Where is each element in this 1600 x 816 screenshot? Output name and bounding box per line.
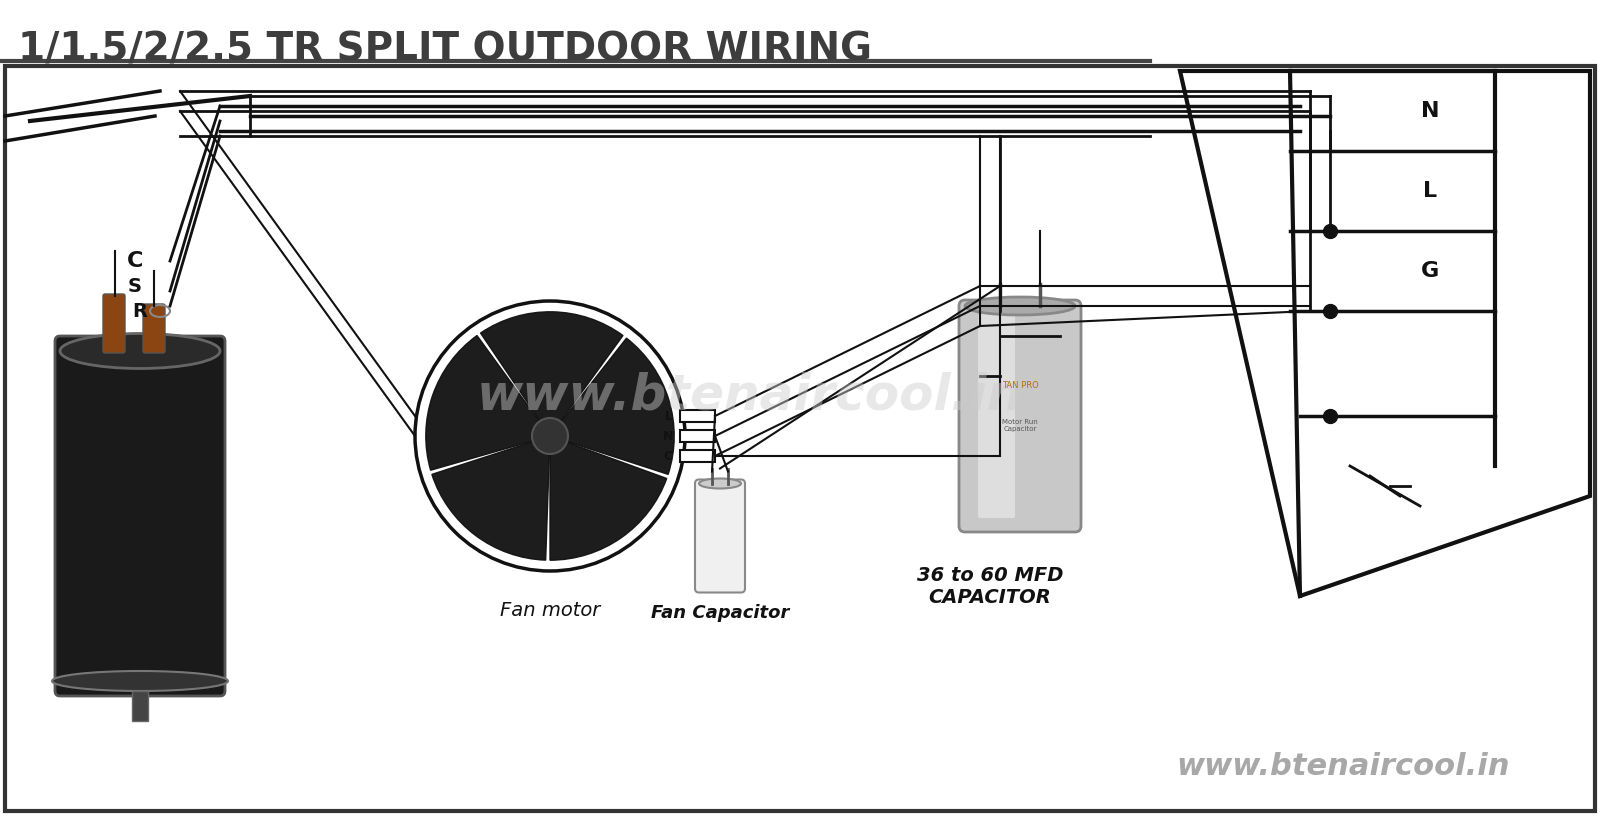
Text: TAN PRO: TAN PRO	[1002, 382, 1038, 391]
Text: 1/1.5/2/2.5 TR SPLIT OUTDOOR WIRING: 1/1.5/2/2.5 TR SPLIT OUTDOOR WIRING	[18, 31, 872, 69]
Wedge shape	[480, 312, 622, 436]
Ellipse shape	[61, 334, 221, 369]
Text: S: S	[128, 277, 142, 296]
Ellipse shape	[699, 478, 741, 489]
Wedge shape	[432, 436, 550, 560]
Text: N: N	[662, 429, 674, 442]
Circle shape	[531, 418, 568, 454]
Text: www.btenaircool.in: www.btenaircool.in	[477, 372, 1022, 420]
Text: G: G	[1421, 261, 1438, 281]
Wedge shape	[550, 436, 667, 561]
FancyBboxPatch shape	[102, 294, 125, 353]
Wedge shape	[426, 335, 550, 470]
FancyBboxPatch shape	[958, 300, 1082, 532]
Text: Motor Run
Capacitor: Motor Run Capacitor	[1002, 419, 1038, 432]
Text: L: L	[666, 410, 674, 423]
Ellipse shape	[51, 671, 229, 691]
Text: Fan Capacitor: Fan Capacitor	[651, 604, 789, 622]
Ellipse shape	[965, 297, 1075, 315]
Text: C: C	[664, 450, 674, 463]
FancyBboxPatch shape	[142, 304, 165, 353]
FancyBboxPatch shape	[680, 430, 715, 442]
FancyBboxPatch shape	[978, 314, 1014, 518]
Text: Fan motor: Fan motor	[499, 601, 600, 620]
FancyBboxPatch shape	[694, 480, 746, 592]
Text: R: R	[133, 302, 147, 321]
Wedge shape	[550, 338, 674, 474]
Text: www.btenaircool.in: www.btenaircool.in	[1176, 752, 1510, 781]
FancyBboxPatch shape	[680, 450, 715, 462]
Text: L: L	[1422, 181, 1437, 201]
Text: N: N	[1421, 101, 1440, 121]
Text: C: C	[126, 251, 142, 271]
Circle shape	[414, 301, 685, 571]
FancyBboxPatch shape	[54, 336, 226, 696]
FancyBboxPatch shape	[131, 691, 147, 721]
Text: 36 to 60 MFD
CAPACITOR: 36 to 60 MFD CAPACITOR	[917, 566, 1064, 607]
FancyBboxPatch shape	[680, 410, 715, 422]
